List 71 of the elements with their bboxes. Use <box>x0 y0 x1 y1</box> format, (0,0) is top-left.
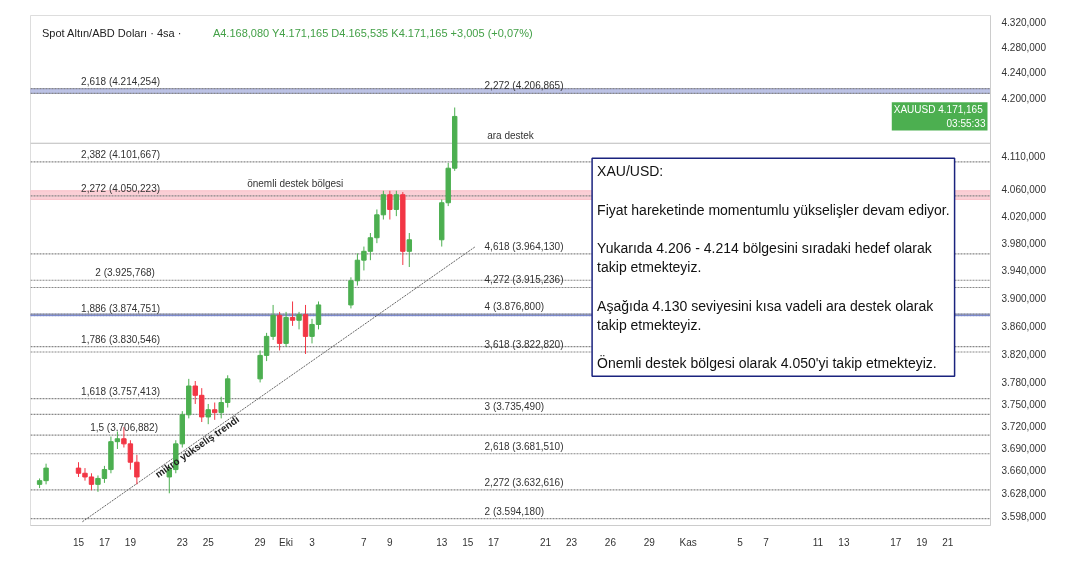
x-tick-label: 15 <box>72 536 85 548</box>
text: A4.168,080 Y4.171,165 D4.165,535 K4.171,165 +3,005 (+0,07%) <box>212 27 533 40</box>
annotation: Aşağıda 4.130 seviyesini kısa vadeli ara destek olarak takip etmekteyiz. <box>597 297 935 333</box>
x-tick-label: 29 <box>254 536 267 548</box>
annotation: 1,886 (3.874,751) <box>81 302 161 314</box>
annotation: XAU/USD: <box>597 163 664 180</box>
x-tick-label: 17 <box>890 536 902 548</box>
y-tick-label: 3.598,000 <box>1001 510 1047 522</box>
annotation: XAUUSD 4.171,165 03:55:33 <box>893 104 986 129</box>
y-tick-label: 4.020,000 <box>1001 211 1047 223</box>
y-tick-label: 3.750,000 <box>1001 398 1047 410</box>
annotation: 2 (3.925,768) <box>95 267 155 279</box>
annotation: Fiyat hareketinde momentumlu yükselişler devam ediyor. <box>597 201 950 218</box>
y-tick-label: 4.240,000 <box>1001 67 1047 79</box>
annotation: 2,618 (3.681,510) <box>484 440 564 452</box>
x-tick-label: 9 <box>387 536 394 548</box>
y-tick-label: 3.720,000 <box>1001 420 1047 432</box>
x-tick-label: Eki <box>279 536 294 548</box>
annotation: 3,618 (3.822,820) <box>484 339 564 351</box>
y-tick-label: 4.060,000 <box>1001 184 1047 196</box>
annotation: 2,618 (4.214,254) <box>81 75 161 87</box>
x-tick-label: 29 <box>643 536 656 548</box>
annotation: 3 (3.735,490) <box>484 401 545 413</box>
x-tick-label: 19 <box>124 536 137 548</box>
annotation: 4,272 (3.915,236) <box>484 274 564 286</box>
annotation: Yukarıda 4.206 - 4.214 bölgesini sıradaki hedef olarak takip etmekteyiz. <box>597 240 933 276</box>
x-tick-label: 11 <box>812 536 824 548</box>
annotation: 2 (3.594,180) <box>484 505 545 517</box>
x-tick-label: 19 <box>916 536 928 548</box>
y-tick-label: 3.980,000 <box>1001 238 1047 250</box>
y-tick-label: 3.628,000 <box>1001 488 1047 500</box>
y-tick-label: 4.110,000 <box>1001 151 1046 163</box>
annotation: 4,618 (3.964,130) <box>484 240 564 252</box>
annotation: 1,618 (3.757,413) <box>81 385 161 397</box>
y-tick-label: 3.780,000 <box>1001 377 1047 389</box>
y-tick-label: 3.690,000 <box>1001 442 1047 454</box>
x-tick-label: 26 <box>604 536 617 548</box>
x-tick-label: 15 <box>462 536 474 548</box>
annotation: 1,5 (3.706,882) <box>90 422 158 434</box>
x-tick-label: 21 <box>539 536 552 548</box>
x-tick-label: 5 <box>737 536 744 548</box>
annotation: önemli destek bölgesi <box>247 177 344 189</box>
x-tick-label: 3 <box>309 536 316 548</box>
annotation: 2,272 (4.050,223) <box>81 182 161 194</box>
x-tick-label: 21 <box>942 536 954 548</box>
y-tick-label: 3.860,000 <box>1001 320 1047 332</box>
y-tick-label: 4.280,000 <box>1001 41 1047 53</box>
annotation: 4 (3.876,800) <box>484 301 545 313</box>
y-tick-label: 3.660,000 <box>1001 464 1047 476</box>
y-tick-label: 3.820,000 <box>1001 349 1047 360</box>
annotation: 1,786 (3.830,546) <box>81 333 161 345</box>
annotation: 2,272 (3.632,616) <box>484 476 564 488</box>
x-tick-label: 13 <box>436 536 448 548</box>
x-tick-label: 17 <box>488 536 500 548</box>
y-tick-label: 3.940,000 <box>1001 265 1047 277</box>
x-tick-label: 23 <box>565 536 578 548</box>
x-tick-label: 7 <box>763 536 770 548</box>
text: Spot Altın/ABD Doları · 4sa · <box>42 27 182 40</box>
annotation: 2,272 (4.206,865) <box>484 80 564 92</box>
x-tick-label: 13 <box>838 536 850 548</box>
annotation: Önemli destek bölgesi olarak 4.050'yi takip etmekteyiz. <box>597 354 937 372</box>
x-tick-label: Kas <box>679 536 697 548</box>
x-tick-label: 23 <box>176 536 189 548</box>
y-tick-label: 3.900,000 <box>1001 293 1047 305</box>
x-tick-label: 25 <box>202 536 215 548</box>
y-tick-label: 4.320,000 <box>1001 16 1047 28</box>
y-tick-label: 4.200,000 <box>1001 92 1047 104</box>
annotation: ara destek <box>487 130 535 142</box>
x-tick-label: 17 <box>98 536 111 548</box>
annotation: 2,382 (4.101,667) <box>81 148 161 160</box>
x-tick-label: 7 <box>361 536 368 548</box>
